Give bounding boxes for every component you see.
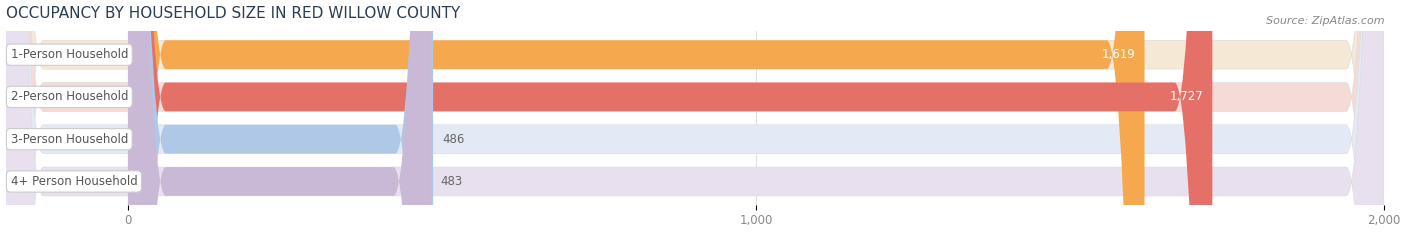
FancyBboxPatch shape bbox=[6, 0, 1384, 233]
FancyBboxPatch shape bbox=[6, 0, 1384, 233]
Text: 483: 483 bbox=[440, 175, 463, 188]
Text: Source: ZipAtlas.com: Source: ZipAtlas.com bbox=[1267, 16, 1385, 26]
FancyBboxPatch shape bbox=[128, 0, 1212, 233]
Text: 2-Person Household: 2-Person Household bbox=[11, 90, 128, 103]
FancyBboxPatch shape bbox=[128, 0, 432, 233]
Text: 1,727: 1,727 bbox=[1170, 90, 1204, 103]
Text: 1,619: 1,619 bbox=[1101, 48, 1135, 61]
FancyBboxPatch shape bbox=[128, 0, 1144, 233]
Text: 1-Person Household: 1-Person Household bbox=[11, 48, 128, 61]
FancyBboxPatch shape bbox=[6, 0, 1384, 233]
Text: 486: 486 bbox=[443, 133, 465, 146]
Text: OCCUPANCY BY HOUSEHOLD SIZE IN RED WILLOW COUNTY: OCCUPANCY BY HOUSEHOLD SIZE IN RED WILLO… bbox=[6, 6, 460, 21]
Text: 3-Person Household: 3-Person Household bbox=[11, 133, 128, 146]
FancyBboxPatch shape bbox=[6, 0, 1384, 233]
FancyBboxPatch shape bbox=[128, 0, 433, 233]
Text: 4+ Person Household: 4+ Person Household bbox=[11, 175, 138, 188]
